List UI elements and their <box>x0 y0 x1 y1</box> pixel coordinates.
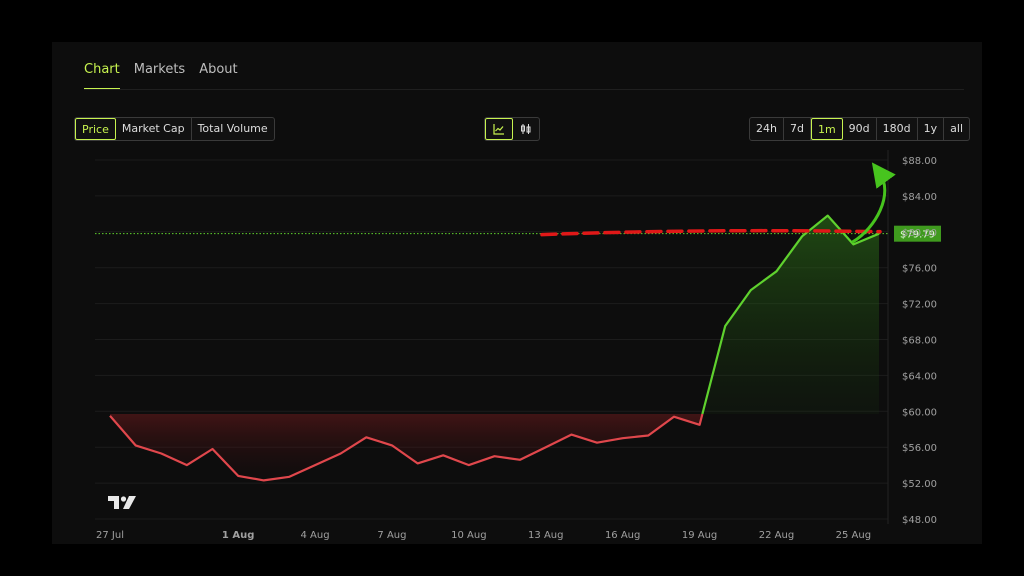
tradingview-logo <box>108 496 136 509</box>
y-tick-label: $84.00 <box>902 192 937 203</box>
range-1y-button[interactable]: 1y <box>918 118 945 140</box>
current-price-badge <box>894 225 941 242</box>
range-90d-button[interactable]: 90d <box>843 118 877 140</box>
range-1m-button[interactable]: 1m <box>810 118 843 140</box>
line-chart-icon <box>493 124 504 135</box>
market-cap-button[interactable]: Market Cap <box>116 118 192 140</box>
price-button[interactable]: Price <box>75 118 116 140</box>
x-tick-label: 7 Aug <box>377 530 406 541</box>
annotation-arrow <box>851 162 896 244</box>
x-tick-label: 13 Aug <box>528 530 563 541</box>
price-line: $79.79 <box>95 214 941 482</box>
total-volume-button[interactable]: Total Volume <box>197 122 268 135</box>
y-tick-label: $60.00 <box>902 407 937 418</box>
line-chart-button[interactable] <box>485 118 513 140</box>
tab-markets[interactable]: Markets <box>133 62 186 77</box>
metric-selector: Price Market Cap Total Volume <box>74 117 275 141</box>
x-tick-label: 1 Aug <box>222 530 254 541</box>
candlestick-button[interactable] <box>513 118 539 140</box>
below-baseline-fill <box>110 414 703 481</box>
x-tick-label: 22 Aug <box>759 530 794 541</box>
current-price-label: $79.79 <box>900 230 935 241</box>
range-24h-button[interactable]: 24h <box>750 118 784 140</box>
x-tick-label: 27 Jul <box>96 530 124 541</box>
annotation-overlay <box>540 162 896 244</box>
chart-type-selector <box>484 117 540 141</box>
x-axis: 27 Jul 1 Aug 4 Aug 7 Aug 10 Aug 13 Aug 16 Aug 1… <box>96 530 871 541</box>
above-baseline-fill <box>702 215 879 414</box>
price-area <box>110 215 879 481</box>
y-tick-label: $80.00 <box>902 228 937 239</box>
annotation-dashed-line <box>540 228 882 237</box>
x-tick-label: 4 Aug <box>301 530 330 541</box>
range-180d-button[interactable]: 180d <box>877 118 918 140</box>
time-range-selector: 24h 7d 1m 90d 180d 1y all <box>749 117 971 141</box>
y-tick-label: $52.00 <box>902 479 937 490</box>
range-all-button[interactable]: all <box>950 122 964 135</box>
y-tick-label: $48.00 <box>902 515 937 526</box>
range-7d-button[interactable]: 7d <box>784 118 811 140</box>
price-line-down <box>109 413 704 482</box>
y-tick-label: $64.00 <box>902 371 937 382</box>
tab-about[interactable]: About <box>199 62 238 77</box>
x-tick-label: 10 Aug <box>451 530 486 541</box>
price-line-up <box>701 214 880 415</box>
y-tick-label: $72.00 <box>902 300 937 311</box>
y-tick-label: $68.00 <box>902 336 937 347</box>
y-axis: $48.00 $52.00 $56.00 $60.00 $64.00 $68.00 $72.… <box>902 156 937 526</box>
candlestick-icon <box>521 124 531 134</box>
y-tick-label: $88.00 <box>902 156 937 167</box>
x-tick-label: 25 Aug <box>836 530 871 541</box>
x-tick-label: 19 Aug <box>682 530 717 541</box>
tab-divider <box>84 89 964 90</box>
y-tick-label: $76.00 <box>902 264 937 275</box>
x-tick-label: 16 Aug <box>605 530 640 541</box>
y-tick-label: $56.00 <box>902 443 937 454</box>
